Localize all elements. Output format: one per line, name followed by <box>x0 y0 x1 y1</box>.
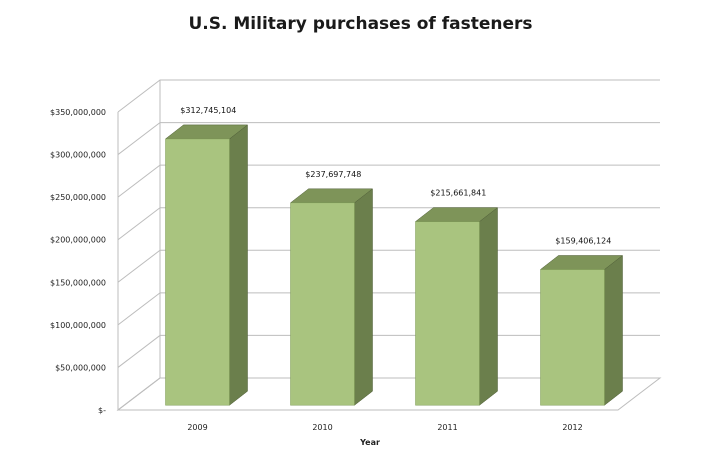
x-tick-label: 2012 <box>562 423 582 432</box>
side-wall <box>117 80 161 412</box>
gridline <box>117 164 660 198</box>
bar-front <box>415 221 480 406</box>
y-tick-label: $250,000,000 <box>50 193 106 202</box>
data-label: $312,745,104 <box>180 106 236 115</box>
bar <box>289 188 374 406</box>
x-axis-ticks: 2009 2010 2011 2012 <box>187 423 582 432</box>
data-label: $159,406,124 <box>555 236 611 245</box>
y-tick-label: $350,000,000 <box>50 108 106 117</box>
bar-side <box>604 254 623 406</box>
bar <box>164 124 249 406</box>
data-label: $215,661,841 <box>430 189 486 198</box>
y-tick-label: $150,000,000 <box>50 278 106 287</box>
y-axis-ticks: $- $50,000,000 $100,000,000 $150,000,000 $20… <box>50 108 106 415</box>
y-tick-label: $300,000,000 <box>50 151 106 160</box>
gridline <box>117 79 660 113</box>
bar-front <box>165 138 230 406</box>
gridline <box>117 122 660 155</box>
x-tick-label: 2009 <box>187 423 207 432</box>
bar <box>414 207 499 406</box>
bar-front <box>540 269 605 406</box>
bar-front <box>290 202 355 406</box>
y-tick-label: $50,000,000 <box>55 363 106 372</box>
bar-side <box>354 188 373 406</box>
chart-title: U.S. Military purchases of fasteners <box>188 14 533 34</box>
data-label: $237,697,748 <box>305 170 361 179</box>
y-tick-label: $- <box>98 406 106 415</box>
x-tick-label: 2011 <box>437 423 457 432</box>
y-tick-label: $200,000,000 <box>50 236 106 245</box>
bar-side <box>479 207 498 406</box>
y-tick-label: $100,000,000 <box>50 321 106 330</box>
x-tick-label: 2010 <box>312 423 332 432</box>
bar <box>539 254 624 406</box>
x-axis-title: Year <box>359 438 380 447</box>
bar-side <box>229 124 248 406</box>
data-labels: $312,745,104 $237,697,748 $215,661,841 $159… <box>180 106 611 246</box>
bars <box>164 124 624 406</box>
